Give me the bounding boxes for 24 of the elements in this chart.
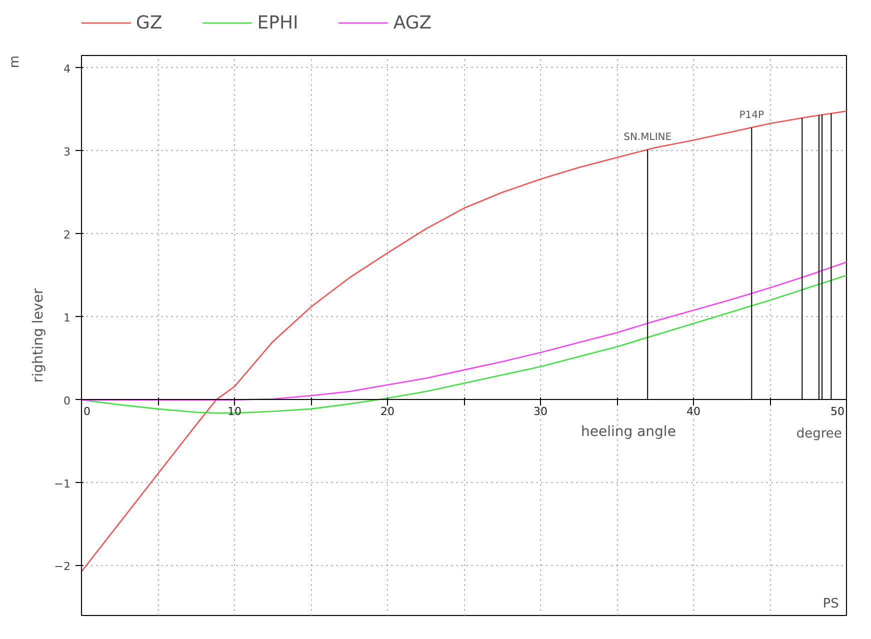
y-tick-label: 3 — [64, 145, 70, 158]
ref-line-label: P14P — [739, 110, 764, 121]
ref-line-label: SN.MLINE — [624, 132, 672, 143]
x-tick-label: 40 — [686, 404, 700, 418]
x-tick-label: 20 — [380, 404, 394, 418]
line-series — [82, 110, 846, 572]
legend-label: AGZ — [393, 12, 432, 33]
y-tick-label: 0 — [64, 394, 70, 408]
legend-label: EPHI — [257, 12, 298, 33]
line-series — [82, 274, 846, 414]
x-tick-label: 50 — [830, 404, 845, 418]
x-tick-label: 30 — [534, 404, 548, 418]
y-tick-label: −2 — [54, 560, 71, 574]
y-tick-label: −1 — [54, 477, 71, 490]
y-tick-label: 2 — [64, 228, 70, 242]
annotation: degree — [796, 426, 842, 442]
text: m — [8, 55, 22, 68]
y-tick-label: 4 — [64, 62, 70, 76]
x-tick-label: 0 — [84, 404, 90, 418]
y-tick-label: 1 — [64, 311, 70, 324]
legend-label: GZ — [136, 12, 162, 33]
annotation: PS — [822, 596, 839, 612]
y-axis-title: righting lever — [30, 288, 46, 383]
x-axis-title: heeling angle — [581, 424, 676, 440]
